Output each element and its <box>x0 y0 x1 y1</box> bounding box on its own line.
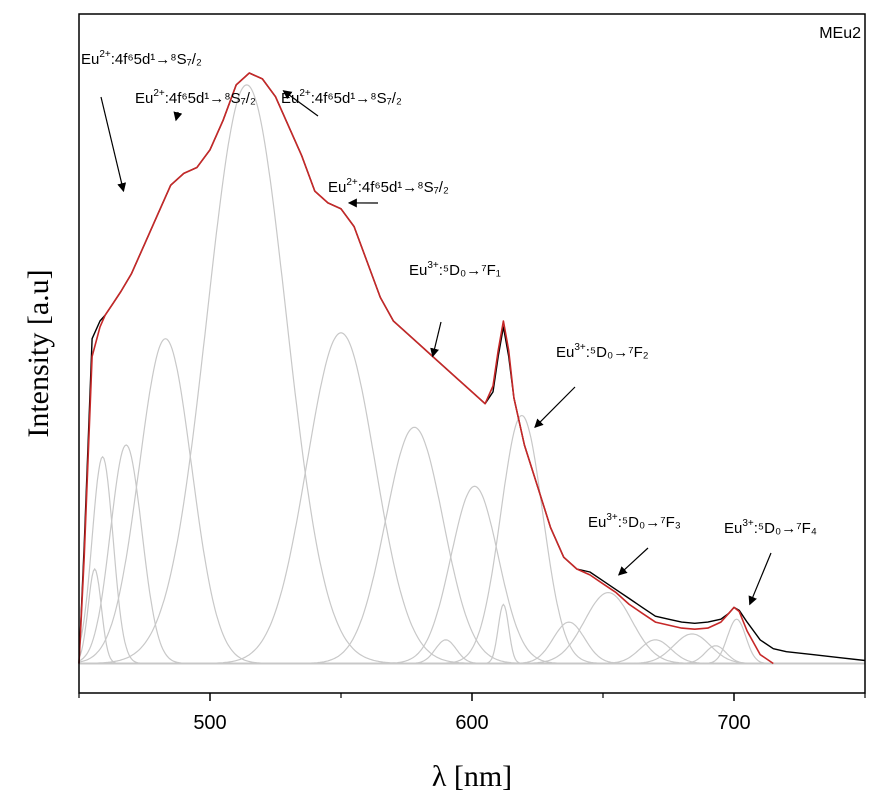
annotation-label: Eu2+:4f⁶5d¹→⁸S₇/₂ <box>135 88 256 107</box>
annotation-8: Eu3+:⁵D₀→⁷F₄ <box>724 518 817 606</box>
y-axis-title: Intensity [a.u] <box>22 269 55 437</box>
annotation-arrow <box>617 547 649 576</box>
annotation-arrow <box>173 111 183 122</box>
component-peak-7 <box>79 426 865 665</box>
plot-frame <box>78 13 866 694</box>
annotation-label: Eu3+:⁵D₀→⁷F₃ <box>588 512 681 531</box>
component-peak-5 <box>79 84 865 665</box>
component-peak-8 <box>79 639 865 665</box>
measured-spectrum-line <box>78 72 866 664</box>
annotation-2: Eu2+:4f⁶5d¹→⁸S₇/₂ <box>135 88 256 122</box>
annotation-label: Eu3+:⁵D₀→⁷F₄ <box>724 518 817 537</box>
annotation-arrow <box>534 386 576 429</box>
panel-label: MEu2 <box>819 25 861 42</box>
annotation-7: Eu3+:⁵D₀→⁷F₃ <box>588 512 681 576</box>
component-peak-4 <box>78 338 865 665</box>
annotation-1: Eu2+:4f⁶5d¹→⁸S₇/₂ <box>81 49 202 193</box>
annotation-5: Eu3+:⁵D₀→⁷F₁ <box>409 260 501 358</box>
component-peak-12 <box>79 621 865 665</box>
annotation-label: Eu2+:4f⁶5d¹→⁸S₇/₂ <box>81 49 202 68</box>
transition-annotations: Eu2+:4f⁶5d¹→⁸S₇/₂ Eu2+:4f⁶5d¹→⁸S₇/₂ Eu2+:4… <box>81 49 817 606</box>
x-tick-label-600: 600 <box>455 712 488 734</box>
component-peak-10 <box>79 603 865 665</box>
annotation-label: Eu2+:4f⁶5d¹→⁸S₇/₂ <box>328 177 449 196</box>
component-peak-9 <box>79 485 865 665</box>
annotation-3: Eu2+:4f⁶5d¹→⁸S₇/₂ <box>281 88 402 117</box>
annotation-arrow <box>430 321 442 358</box>
component-peak-14 <box>79 639 865 665</box>
annotation-4: Eu2+:4f⁶5d¹→⁸S₇/₂ <box>328 177 449 208</box>
annotation-6: Eu3+:⁵D₀→⁷F₂ <box>534 342 649 429</box>
component-peak-6 <box>79 332 865 665</box>
gaussian-components <box>78 84 865 665</box>
component-peak-11 <box>79 414 865 665</box>
component-peak-17 <box>79 618 865 665</box>
annotation-arrow <box>282 90 319 117</box>
fit-spectrum-line <box>78 72 774 665</box>
x-tick-label-700: 700 <box>717 712 750 734</box>
annotation-label: Eu3+:⁵D₀→⁷F₁ <box>409 260 501 279</box>
annotation-arrow <box>100 96 127 193</box>
x-axis-title: λ [nm] <box>432 760 512 793</box>
annotation-label: Eu2+:4f⁶5d¹→⁸S₇/₂ <box>281 88 402 107</box>
x-tick-label-500: 500 <box>193 712 226 734</box>
x-axis-ticks: 500 600 700 <box>78 693 866 734</box>
annotation-arrow <box>748 552 772 606</box>
spectrum-series <box>78 72 866 665</box>
annotation-label: Eu3+:⁵D₀→⁷F₂ <box>556 342 649 361</box>
component-peak-13 <box>79 591 865 665</box>
